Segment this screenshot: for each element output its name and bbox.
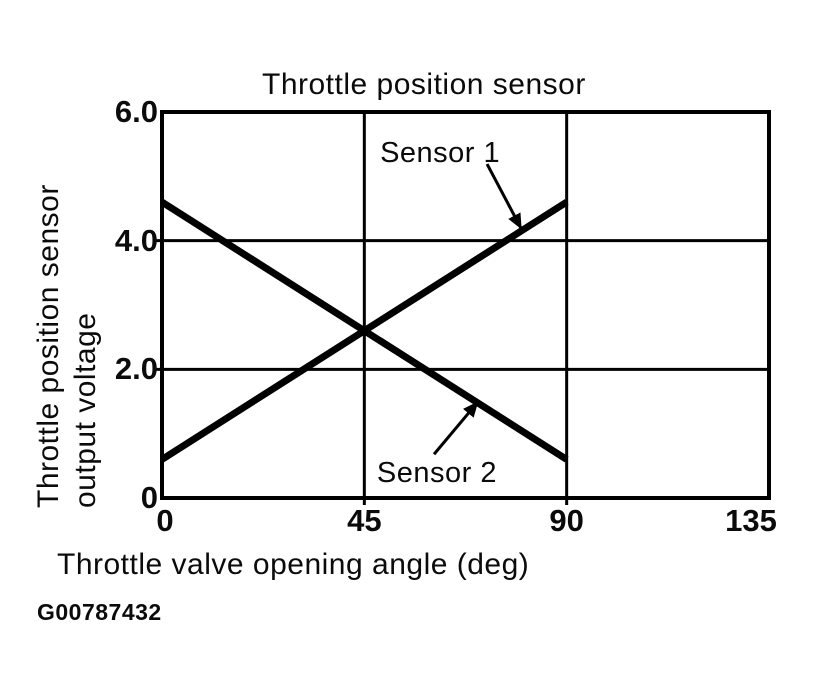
annotation-arrow-sensor-2 xyxy=(432,401,479,456)
x-tick-label-135: 135 xyxy=(725,503,777,538)
x-tick-label-45: 45 xyxy=(347,503,382,538)
series-line-sensor-2 xyxy=(160,199,569,463)
x-axis-label: Throttle valve opening angle (deg) xyxy=(57,548,530,581)
series-label-sensor-1: Sensor 1 xyxy=(380,137,501,170)
x-tick-label-0: 0 xyxy=(156,503,174,538)
y-tick-label-4.0: 4.0 xyxy=(114,222,158,258)
series-label-sensor-2: Sensor 2 xyxy=(376,456,497,489)
plot-frame xyxy=(160,110,771,500)
x-tick-label-90: 90 xyxy=(549,503,584,538)
figure-id-label: G00787432 xyxy=(37,599,162,625)
y-tick-label-0: 0 xyxy=(140,480,158,515)
y-tick-label-2.0: 2.0 xyxy=(114,351,158,387)
chart-title: Throttle position sensor xyxy=(262,68,586,101)
annotation-arrow-sensor-1 xyxy=(485,163,523,230)
y-tick-label-6.0: 6.0 xyxy=(114,94,158,129)
